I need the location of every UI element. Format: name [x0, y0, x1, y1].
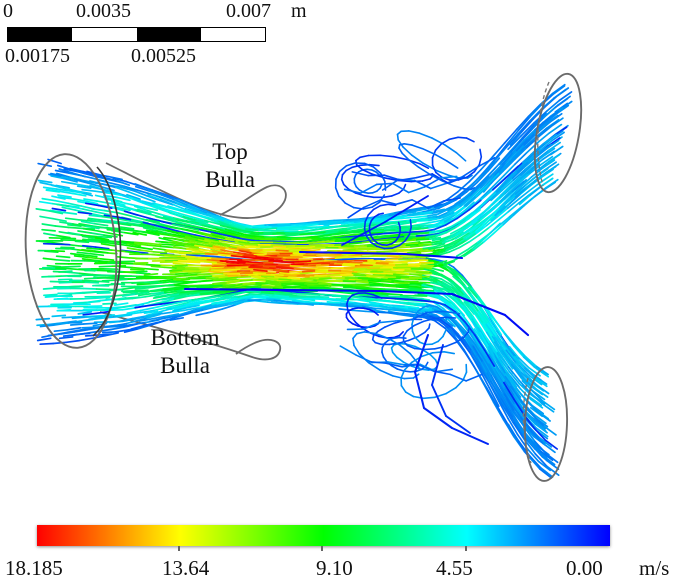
bottom-bulla-label-line1: Bottom: [150, 325, 220, 350]
top-bulla-label-line1: Top: [212, 139, 248, 164]
bottom-outlet-rim-dashed: [522, 377, 532, 464]
top-outlet-ellipse-outline: [533, 72, 583, 194]
bottom-bulla-label-line2: Bulla: [160, 353, 210, 379]
colorbar-gradient: [37, 525, 610, 546]
scalebar-tick-0: 0: [3, 0, 13, 22]
colorbar-tick-label: 9.10: [316, 556, 353, 580]
bulla-outlines: [99, 162, 287, 361]
colorbar-tickmark: [321, 546, 323, 551]
colorbar-tick-label: 4.55: [436, 556, 473, 580]
scale-bar-segment: [72, 28, 137, 41]
scale-bar-segment: [200, 28, 265, 41]
top-outlet-rim-dashed: [537, 81, 550, 187]
scalebar-tick-007: 0.007: [226, 0, 271, 22]
bottom-bulla-outline: [99, 311, 282, 361]
bottom-outlet-ellipse-outline: [523, 366, 569, 482]
colorbar-tickmark: [465, 546, 467, 551]
colorbar-tick-label-max: 18.185: [5, 556, 63, 580]
velocity-unit-label: m/s: [639, 556, 670, 580]
colorbar-tick-label-min: 0.00: [566, 556, 603, 580]
scalebar-tick-0035: 0.0035: [76, 0, 131, 22]
scalebar-tick-00525: 0.00525: [131, 45, 196, 67]
bottom-bulla-label: Bottom Bulla: [115, 324, 255, 380]
streamlines-layer: [35, 83, 573, 479]
scale-bar-segment: [8, 28, 73, 41]
inlet-ellipse-outline: [24, 153, 118, 349]
duct-openings: [24, 72, 583, 482]
top-bulla-label-line2: Bulla: [205, 167, 255, 193]
scalebar-tick-00175: 0.00175: [5, 45, 70, 67]
inlet-rim-arc: [92, 166, 122, 337]
length-unit-label: m: [291, 0, 307, 22]
scale-bar: [7, 27, 266, 42]
scale-bar-segment: [136, 28, 201, 41]
colorbar-tickmark: [178, 546, 180, 551]
colorbar-tick-label: 13.64: [162, 556, 210, 580]
top-bulla-label: Top Bulla: [160, 138, 300, 194]
top-bulla-outline: [105, 162, 287, 219]
